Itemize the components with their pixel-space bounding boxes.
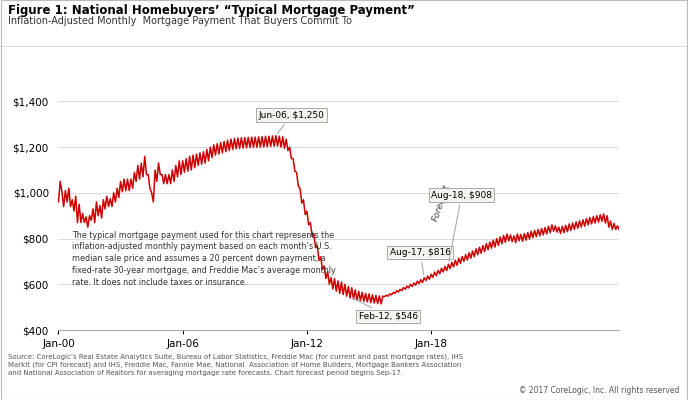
Text: Figure 1: National Homebuyers’ “Typical Mortgage Payment”: Figure 1: National Homebuyers’ “Typical … [8, 4, 415, 17]
Text: The typical mortgage payment used for this chart represents the
inflation-adjust: The typical mortgage payment used for th… [72, 230, 336, 287]
Text: Feb-12, $546: Feb-12, $546 [352, 298, 418, 321]
Text: Jun-06, $1,250: Jun-06, $1,250 [259, 111, 325, 134]
Text: Forecast: Forecast [431, 183, 451, 222]
Text: Aug-17, $816: Aug-17, $816 [389, 248, 451, 275]
Text: Aug-18, $908: Aug-18, $908 [431, 191, 492, 262]
Text: Source: CoreLogic’s Real Estate Analytics Suite, Bureau of Labor Statistics, Fre: Source: CoreLogic’s Real Estate Analytic… [8, 354, 464, 376]
Text: © 2017 CoreLogic, Inc. All rights reserved: © 2017 CoreLogic, Inc. All rights reserv… [519, 386, 680, 395]
Text: Inflation-Adjusted Monthly  Mortgage Payment That Buyers Commit To: Inflation-Adjusted Monthly Mortgage Paym… [8, 16, 352, 26]
